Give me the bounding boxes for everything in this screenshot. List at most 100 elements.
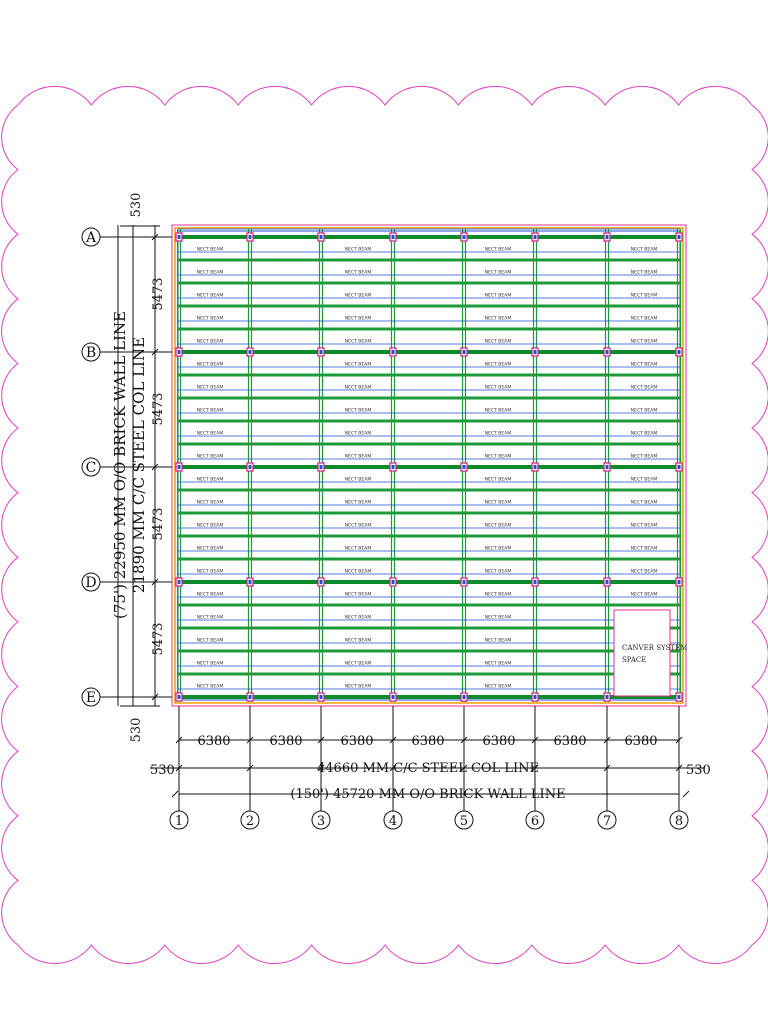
beam-label: NECT BEAM xyxy=(631,247,658,253)
column-bubble-label: 7 xyxy=(603,814,611,829)
beam-label: NECT BEAM xyxy=(345,339,372,345)
column-bubble-label: 1 xyxy=(175,814,183,829)
bay-width-label: 6380 xyxy=(411,734,444,749)
beam-label: NECT BEAM xyxy=(485,293,512,299)
column-core xyxy=(391,350,395,354)
row-bubble xyxy=(81,572,101,592)
column-core xyxy=(391,235,395,239)
beam-label: NECT BEAM xyxy=(345,247,372,253)
beam-label: NECT BEAM xyxy=(631,293,658,299)
vertical-brick-wall-label: (75') 22950 MM O/O BRICK WALL LINE xyxy=(111,311,129,619)
column-core xyxy=(248,350,252,354)
beam-label: NECT BEAM xyxy=(345,293,372,299)
beam-label: NECT BEAM xyxy=(197,385,224,391)
dimension-tick xyxy=(682,790,690,798)
beam-label: NECT BEAM xyxy=(345,684,372,690)
column-bubble xyxy=(525,810,545,830)
column-bubble xyxy=(383,810,403,830)
bay-height-label: 5473 xyxy=(151,507,166,540)
dimension-tick xyxy=(175,736,183,744)
column-core xyxy=(677,465,681,469)
column-core xyxy=(177,350,181,354)
beam-label: NECT BEAM xyxy=(485,247,512,253)
beam-label: NECT BEAM xyxy=(197,477,224,483)
beam-label: NECT BEAM xyxy=(485,454,512,460)
beam-label: NECT BEAM xyxy=(485,569,512,575)
bay-width-label: 6380 xyxy=(197,734,230,749)
column-bubble-label: 6 xyxy=(531,814,539,829)
steel-col-line-label: 44660 MM C/C STEEL COL LINE xyxy=(317,761,539,776)
beam-label: NECT BEAM xyxy=(197,546,224,552)
column-core xyxy=(248,580,252,584)
column-core xyxy=(319,580,323,584)
column-core xyxy=(248,235,252,239)
beam-label: NECT BEAM xyxy=(197,592,224,598)
column-core xyxy=(319,465,323,469)
revision-cloud-border xyxy=(1,85,768,965)
dimension-lines xyxy=(117,225,705,798)
cloud-outline xyxy=(1,85,768,965)
column-core xyxy=(391,580,395,584)
beam-label: NECT BEAM xyxy=(631,339,658,345)
beam-label: NECT BEAM xyxy=(345,569,372,575)
beam-label: NECT BEAM xyxy=(345,454,372,460)
dimension-tick xyxy=(460,764,468,772)
row-bubble xyxy=(81,227,101,247)
column-core xyxy=(391,695,395,699)
vertical-dimension-labels: 530 530 5473 5473 5473 5473 (75') 22950 … xyxy=(111,193,166,743)
dimension-tick xyxy=(246,736,254,744)
dimension-tick xyxy=(603,764,611,772)
beam-label: NECT BEAM xyxy=(485,546,512,552)
beam-label: NECT BEAM xyxy=(631,523,658,529)
bay-width-labels: 6380 6380 6380 6380 6380 6380 6380 xyxy=(197,734,657,749)
beam-label: NECT BEAM xyxy=(345,316,372,322)
beam-label: NECT BEAM xyxy=(631,477,658,483)
right-offset-label: 530 xyxy=(686,763,711,778)
beam-label: NECT BEAM xyxy=(197,270,224,276)
beam-label: NECT BEAM xyxy=(485,615,512,621)
beam-label: NECT BEAM xyxy=(197,684,224,690)
beam-label: NECT BEAM xyxy=(631,270,658,276)
beam-labels: NECT BEAM NECT BEAM NECT BEAM NECT BEAM NECT… xyxy=(197,247,658,690)
beam-label: NECT BEAM xyxy=(197,638,224,644)
dimension-tick xyxy=(151,693,159,701)
column-core xyxy=(533,350,537,354)
column-core xyxy=(177,465,181,469)
beam-label: NECT BEAM xyxy=(345,431,372,437)
row-grid-bubbles: A B C D E xyxy=(81,227,172,707)
bay-width-label: 6380 xyxy=(482,734,515,749)
column-core xyxy=(677,350,681,354)
bottom-offset-label: 530 xyxy=(129,718,144,743)
brick-wall-line-label: (150') 45720 MM O/O BRICK WALL LINE xyxy=(290,787,565,802)
beam-label: NECT BEAM xyxy=(345,500,372,506)
vertical-steel-col-label: 21890 MM C/C STEEL COL LINE xyxy=(130,337,148,593)
beam-label: NECT BEAM xyxy=(197,454,224,460)
column-core xyxy=(462,350,466,354)
column-core xyxy=(677,235,681,239)
beam-label: NECT BEAM xyxy=(345,523,372,529)
beam-label: NECT BEAM xyxy=(631,500,658,506)
dimension-tick xyxy=(603,736,611,744)
dimension-tick xyxy=(317,736,325,744)
column-bubble xyxy=(454,810,474,830)
column-core xyxy=(605,350,609,354)
column-bubble xyxy=(169,810,189,830)
outer-brick-wall xyxy=(171,224,687,707)
row-bubble xyxy=(81,687,101,707)
column-bubble-label: 2 xyxy=(246,814,254,829)
beam-label: NECT BEAM xyxy=(197,431,224,437)
beam-label: NECT BEAM xyxy=(197,615,224,621)
canvas-label-line1: CANVER SYSTEM xyxy=(622,644,687,652)
beam-label: NECT BEAM xyxy=(197,316,224,322)
column-core xyxy=(462,465,466,469)
column-core xyxy=(605,465,609,469)
dimension-tick xyxy=(151,233,159,241)
column-core xyxy=(677,580,681,584)
beam-label: NECT BEAM xyxy=(485,339,512,345)
beam-label: NECT BEAM xyxy=(345,546,372,552)
left-offset-label: 530 xyxy=(150,763,175,778)
beam-label: NECT BEAM xyxy=(631,431,658,437)
beam-label: NECT BEAM xyxy=(345,661,372,667)
column-core xyxy=(248,465,252,469)
